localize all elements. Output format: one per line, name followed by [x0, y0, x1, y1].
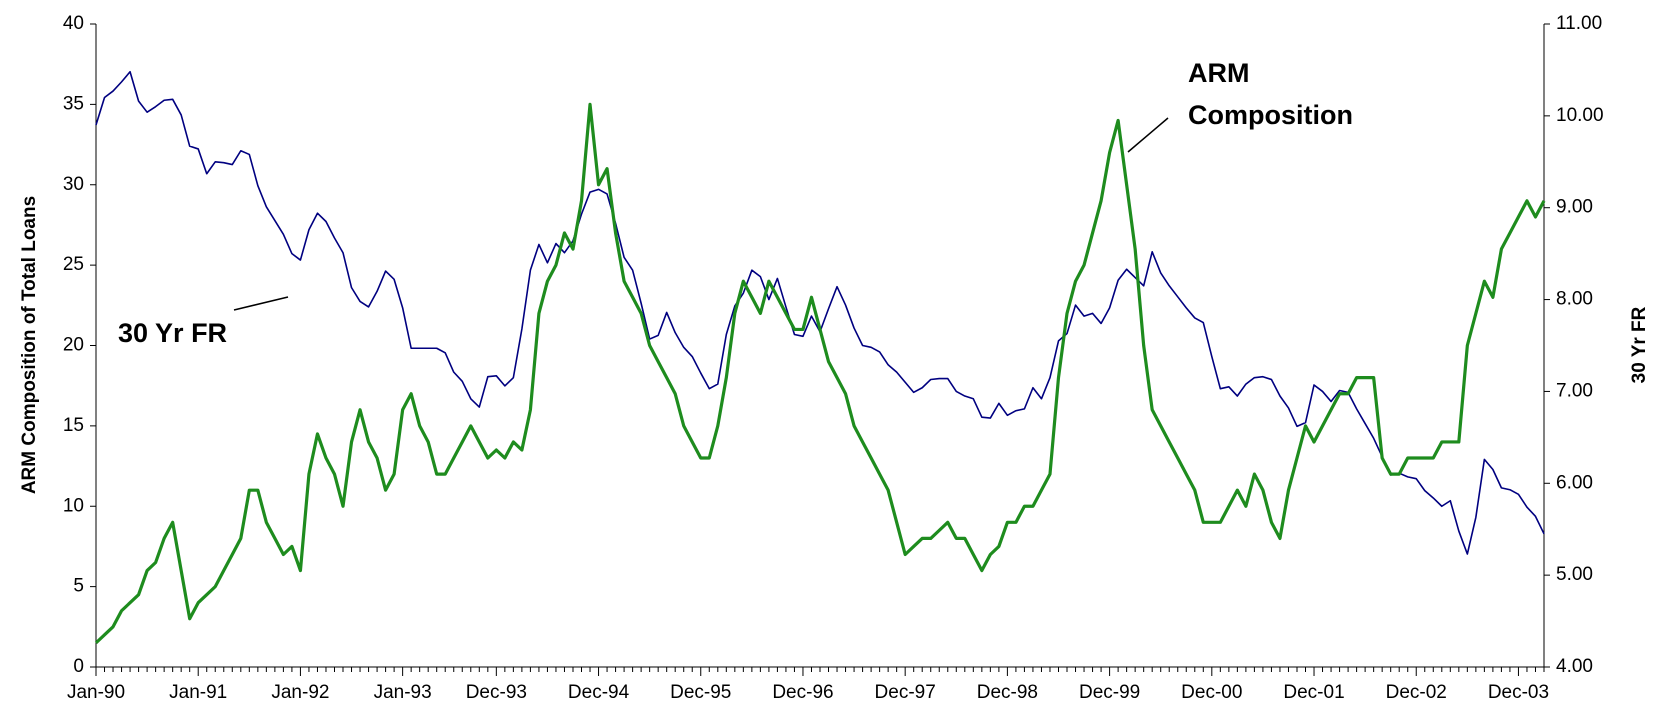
x-tick-label: Dec-03	[1488, 682, 1549, 703]
y2-tick-label: 8.00	[1556, 289, 1593, 310]
y2-tick-label: 10.00	[1556, 105, 1604, 126]
y2-tick-label: 6.00	[1556, 472, 1593, 493]
y-tick-label: 10	[63, 495, 84, 516]
y-tick-label: 0	[73, 656, 84, 677]
x-tick-label: Dec-94	[568, 682, 630, 703]
x-tick-label: Jan-91	[169, 682, 227, 703]
x-tick-label: Dec-02	[1386, 682, 1447, 703]
x-tick-label: Dec-99	[1079, 682, 1140, 703]
annotation: 30 Yr FR	[118, 318, 227, 348]
x-tick-label: Dec-96	[772, 682, 833, 703]
y-tick-label: 35	[63, 93, 84, 114]
series-line	[94, 102, 1546, 645]
annotation-leader	[1127, 117, 1169, 153]
x-tick-label: Dec-95	[670, 682, 731, 703]
y-tick-label: 20	[63, 335, 84, 356]
x-tick-label: Dec-98	[977, 682, 1038, 703]
annotation-leader	[233, 296, 289, 311]
x-tick-label: Jan-93	[374, 682, 432, 703]
y-axis-title: ARM Composition of Total Loans	[19, 196, 40, 494]
y-tick-label: 25	[63, 254, 84, 275]
y-tick-label: 5	[73, 576, 84, 597]
series-line	[95, 70, 1545, 555]
y2-tick-label: 5.00	[1556, 564, 1593, 585]
x-tick-label: Dec-93	[466, 682, 527, 703]
x-tick-label: Dec-00	[1181, 682, 1242, 703]
x-tick-label: Dec-97	[875, 682, 936, 703]
x-tick-label: Jan-92	[271, 682, 329, 703]
y2-tick-label: 11.00	[1556, 13, 1602, 34]
annotation: Composition	[1188, 100, 1353, 130]
y-tick-label: 30	[63, 174, 84, 195]
x-tick-label: Dec-01	[1283, 682, 1344, 703]
y-tick-label: 40	[63, 13, 84, 34]
y-tick-label: 15	[63, 415, 84, 436]
annotation: ARM	[1188, 58, 1250, 88]
y2-axis-title: 30 Yr FR	[1629, 306, 1650, 383]
y2-tick-label: 7.00	[1556, 380, 1593, 401]
x-tick-label: Jan-90	[67, 682, 125, 703]
y2-tick-label: 9.00	[1556, 197, 1593, 218]
y2-tick-label: 4.00	[1556, 656, 1593, 677]
